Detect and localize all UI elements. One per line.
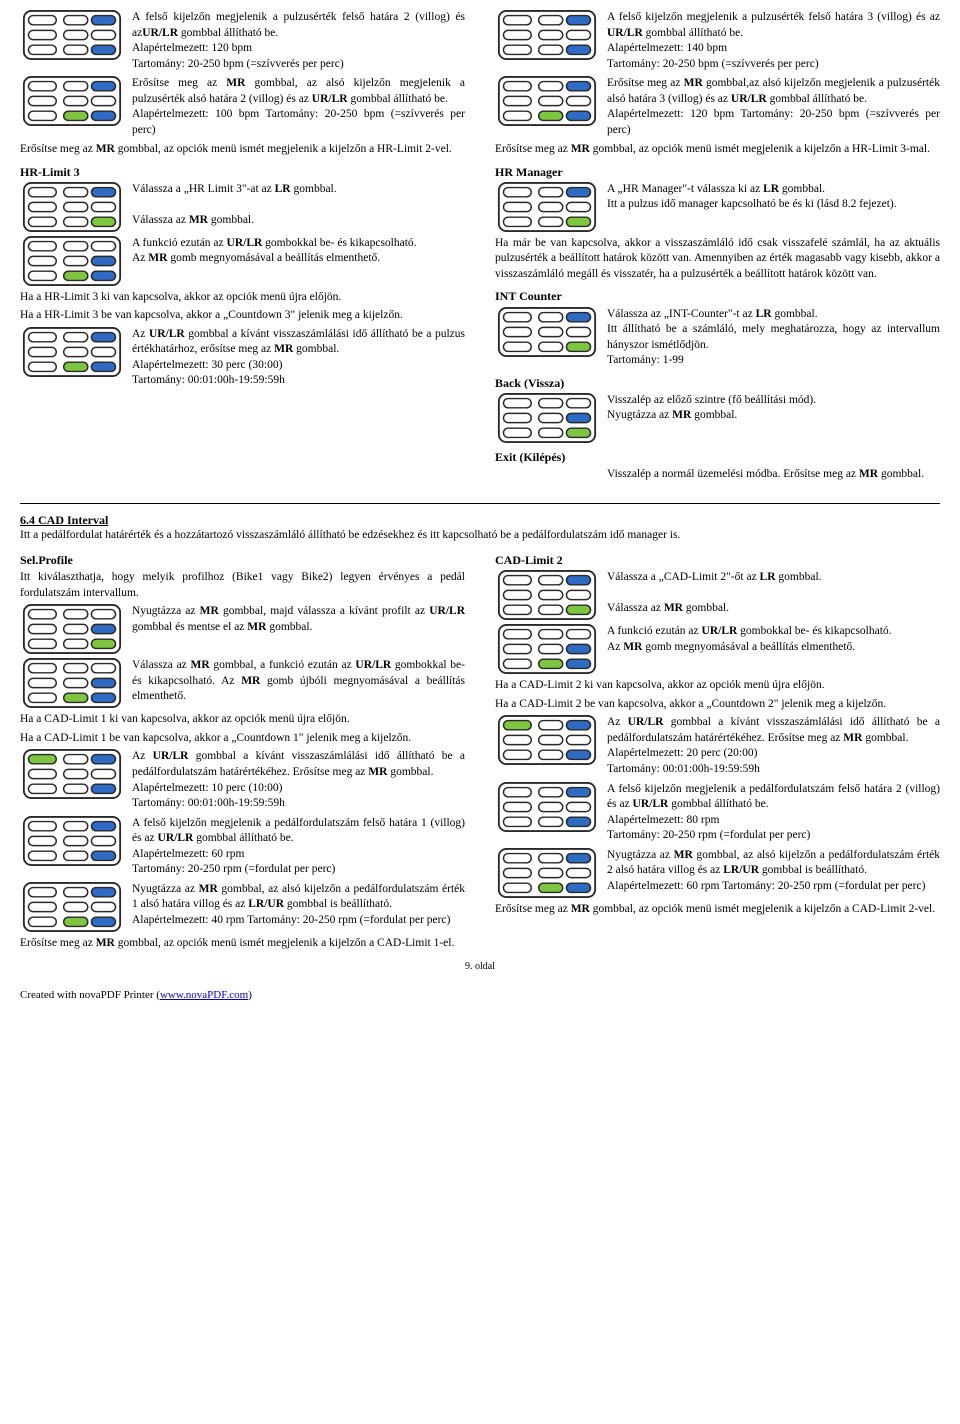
section-intro: Itt a pedálfordulat határérték és a hozz…	[20, 528, 940, 544]
text-block: A felső kijelzőn megjelenik a pulzusérté…	[607, 10, 940, 72]
text-block: Visszalép az előző szintre (fő beállítás…	[607, 393, 940, 424]
section-6-4-hdr: 6.4 CAD Interval	[20, 512, 940, 528]
text-block: A felső kijelzőn megjelenik a pulzusérté…	[132, 10, 465, 72]
keypad-icon	[20, 236, 124, 286]
text-block: Nyugtázza az MR gombbal, az alsó kijelző…	[607, 848, 940, 895]
text-block: Nyugtázza az MR gombbal, az alsó kijelző…	[132, 882, 465, 929]
keypad-icon	[495, 182, 599, 232]
text-block: Erősítse meg az MR gombbal,az alsó kijel…	[607, 76, 940, 138]
keypad-icon	[495, 76, 599, 126]
keypad-icon	[495, 307, 599, 357]
novapdf-link[interactable]: www.novaPDF.com	[160, 989, 248, 1001]
exit-hdr: Exit (Kilépés)	[495, 449, 940, 465]
keypad-icon	[495, 782, 599, 832]
sel-profile-hdr: Sel.Profile	[20, 552, 465, 568]
text-block: A funkció ezután az UR/LR gombokkal be- …	[607, 624, 940, 655]
lower-page: Sel.Profile Itt kiválaszthatja, hogy mel…	[20, 546, 940, 954]
keypad-icon	[20, 182, 124, 232]
keypad-icon	[495, 10, 599, 60]
text-block: Az UR/LR gombbal a kívánt visszaszámlálá…	[132, 327, 465, 389]
hr-limit-3-hdr: HR-Limit 3	[20, 164, 465, 180]
right-col-lower: CAD-Limit 2 Válassza a „CAD-Limit 2"-őt …	[495, 546, 940, 954]
text-block: Válassza a „CAD-Limit 2"-őt az LR gombba…	[607, 570, 940, 617]
keypad-icon	[20, 749, 124, 799]
keypad-icon	[495, 570, 599, 620]
keypad-icon	[20, 816, 124, 866]
text-block: A felső kijelzőn megjelenik a pedálfordu…	[132, 816, 465, 878]
text-block: A „HR Manager"-t válassza ki az LR gombb…	[607, 182, 940, 213]
keypad-icon	[495, 624, 599, 674]
text-block: A felső kijelzőn megjelenik a pedálfordu…	[607, 782, 940, 844]
pdf-footer: Created with novaPDF Printer (www.novaPD…	[20, 988, 940, 1003]
keypad-icon	[495, 848, 599, 898]
upper-page: A felső kijelzőn megjelenik a pulzusérté…	[20, 10, 940, 487]
right-col-upper: A felső kijelzőn megjelenik a pulzusérté…	[495, 10, 940, 487]
text-block: Az UR/LR gombbal a kívánt visszaszámlálá…	[132, 749, 465, 811]
hr-manager-hdr: HR Manager	[495, 164, 940, 180]
left-col-lower: Sel.Profile Itt kiválaszthatja, hogy mel…	[20, 546, 465, 954]
page-number: 9. oldal	[20, 960, 940, 974]
keypad-icon	[495, 715, 599, 765]
text-block: Az UR/LR gombbal a kívánt visszaszámlálá…	[607, 715, 940, 777]
keypad-icon	[495, 393, 599, 443]
int-counter-hdr: INT Counter	[495, 288, 940, 304]
text-block: Válassza az „INT-Counter"-t az LR gombba…	[607, 307, 940, 369]
section-divider	[20, 503, 940, 504]
keypad-icon	[20, 882, 124, 932]
text-block: A funkció ezután az UR/LR gombokkal be- …	[132, 236, 465, 267]
keypad-icon	[20, 327, 124, 377]
keypad-icon	[20, 10, 124, 60]
keypad-icon	[20, 604, 124, 654]
text-block: Nyugtázza az MR gombbal, majd válassza a…	[132, 604, 465, 635]
keypad-icon	[20, 76, 124, 126]
text-block: Erősítse meg az MR gombbal, az alsó kije…	[132, 76, 465, 138]
keypad-icon	[20, 658, 124, 708]
cad-limit-2-hdr: CAD-Limit 2	[495, 552, 940, 568]
left-col-upper: A felső kijelzőn megjelenik a pulzusérté…	[20, 10, 465, 487]
text-block: Válassza az MR gombbal, a funkció ezután…	[132, 658, 465, 705]
text-block: Válassza a „HR Limit 3"-at az LR gombbal…	[132, 182, 465, 229]
back-hdr: Back (Vissza)	[495, 375, 940, 391]
text-block: Visszalép a normál üzemelési módba. Erős…	[607, 467, 940, 483]
